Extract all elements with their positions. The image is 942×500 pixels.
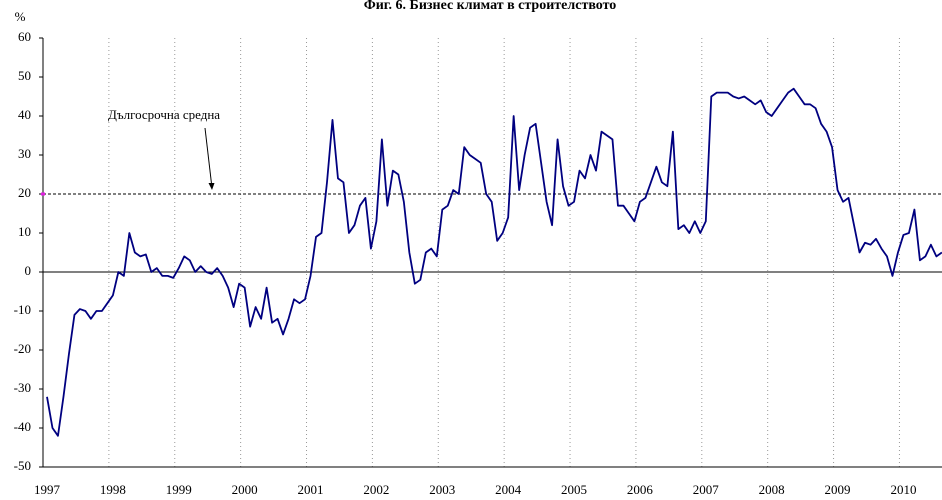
y-tick-label: -50 <box>14 458 31 473</box>
chart-title: Фиг. 6. Бизнес климат в строителството <box>364 0 617 13</box>
y-tick-label: -20 <box>14 341 31 356</box>
y-tick-label: 20 <box>18 185 31 200</box>
y-tick-label: 10 <box>18 224 31 239</box>
y-tick-label: 0 <box>25 263 32 278</box>
x-tick-label: 2002 <box>363 482 389 497</box>
y-tick-label: 40 <box>18 107 31 122</box>
y-tick-label: 30 <box>18 146 31 161</box>
x-tick-label: 2001 <box>298 482 324 497</box>
x-tick-label: 2000 <box>232 482 258 497</box>
annotation: Дългосрочна средна <box>108 107 220 122</box>
y-tick-label: 50 <box>18 68 31 83</box>
y-axis-label: % <box>15 9 26 24</box>
x-tick-label: 2006 <box>627 482 654 497</box>
x-tick-label: 1998 <box>100 482 126 497</box>
x-tick-label: 1997 <box>34 482 61 497</box>
average-marker <box>41 192 45 196</box>
annotation-arrow <box>204 127 213 189</box>
x-tick-label: 2010 <box>890 482 916 497</box>
y-tick-label: -30 <box>14 380 31 395</box>
x-tick-label: 2008 <box>759 482 785 497</box>
y-tick-label: -10 <box>14 302 31 317</box>
y-tick-label: 60 <box>18 29 31 44</box>
x-tick-label: 1999 <box>166 482 192 497</box>
x-tick-label: 2004 <box>495 482 522 497</box>
y-tick-label: -40 <box>14 419 31 434</box>
x-tick-label: 2005 <box>561 482 587 497</box>
annotation-arrowhead <box>208 183 215 190</box>
data-line <box>46 87 942 437</box>
x-tick-label: 2003 <box>429 482 455 497</box>
x-tick-label: 2007 <box>693 482 720 497</box>
x-tick-label: 2009 <box>825 482 851 497</box>
